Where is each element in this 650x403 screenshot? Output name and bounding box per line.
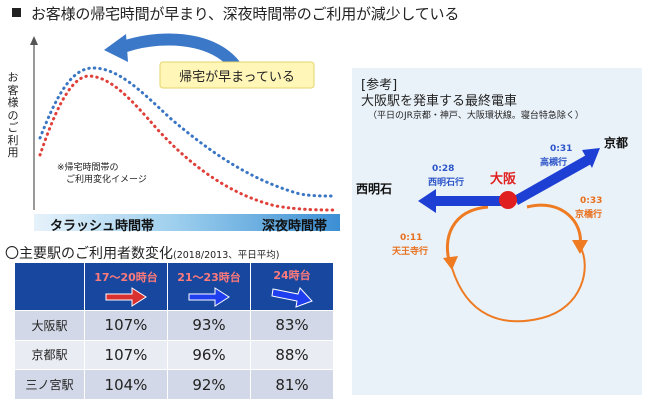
station-name: 京都駅 xyxy=(14,339,85,371)
route-diagram xyxy=(418,148,600,323)
loop-kyobashi-destination: 京橋行 xyxy=(575,210,603,220)
panel-subheading: （平日のJR京都・神戸、大阪環状線。寝台特急除く） xyxy=(368,111,584,121)
loop-kyobashi-time: 0:33 xyxy=(580,196,603,206)
y-label-char: 客 xyxy=(7,83,19,97)
table-cell: 96% xyxy=(167,339,251,371)
table-cell: 93% xyxy=(167,310,251,341)
y-label-char: 利 xyxy=(7,133,19,147)
bubble-text: 帰宅が早まっている xyxy=(179,70,295,85)
reference-label: [参考] xyxy=(361,78,398,93)
time-axis-bar xyxy=(34,214,340,231)
page-title: お客様の帰宅時間が早まり、深夜時間帯のご利用が減少している xyxy=(12,3,459,24)
station-name: 三ノ宮駅 xyxy=(14,369,85,400)
east-destination: 高槻行 xyxy=(540,158,568,168)
panel-heading: 大阪駅を発車する最終電車 xyxy=(361,94,518,109)
table-cell: 107% xyxy=(84,339,168,371)
square-bullet-icon xyxy=(12,8,21,17)
loop-tennoji-time: 0:11 xyxy=(400,233,423,243)
header-cell: 21～23時台 xyxy=(167,262,251,311)
loop-line-body xyxy=(451,245,586,323)
table-row: 三ノ宮駅 104% 92% 81% xyxy=(14,369,334,400)
east-line xyxy=(514,154,593,205)
y-label-char: ご xyxy=(7,121,19,134)
table-cell: 104% xyxy=(84,369,168,400)
west-destination: 西明石行 xyxy=(428,178,465,188)
east-time: 0:31 xyxy=(550,144,573,154)
table-cell: 83% xyxy=(250,310,334,341)
series-red-line xyxy=(38,74,338,212)
right-arrow-icon xyxy=(105,286,147,307)
last-train-panel xyxy=(352,68,642,395)
chart-y-label: お 客 様 の ご 利 用 xyxy=(6,71,20,160)
header-label: 24時台 xyxy=(273,268,311,282)
y-label-char: お xyxy=(7,71,19,84)
station-usage-table: 17～20時台 21～23時台 24時台 大阪駅 107% 93% 83% 京都… xyxy=(14,262,334,400)
section-title: 〇主要駅のご利用者数変化(2018/2013、平日平均) xyxy=(5,243,279,263)
axis-label-rush: タラッシュ時間帯 xyxy=(50,219,155,234)
west-arrowhead xyxy=(418,189,436,213)
page-title-text: お客様の帰宅時間が早まり、深夜時間帯のご利用が減少している xyxy=(31,5,460,23)
header-label: 21～23時台 xyxy=(177,270,241,284)
header-cell: 17～20時台 xyxy=(84,262,168,311)
section-subtitle: (2018/2013、平日平均) xyxy=(173,250,280,261)
y-axis-arrowhead xyxy=(30,36,38,45)
header-cell: 24時台 xyxy=(250,262,334,311)
station-name: 大阪駅 xyxy=(14,310,85,341)
table-row: 京都駅 107% 96% 88% xyxy=(14,339,334,371)
axis-label-late-night: 深夜時間帯 xyxy=(262,219,328,234)
right-arrow-icon xyxy=(188,286,230,307)
west-time: 0:28 xyxy=(432,164,455,174)
east-arrowhead xyxy=(582,148,600,168)
loop-line-tennoji xyxy=(445,205,489,265)
nishiakashi-label: 西明石 xyxy=(356,182,393,196)
loop-line-kyobashi xyxy=(526,203,582,247)
y-label-char: の xyxy=(7,108,19,122)
table-header-row: 17～20時台 21～23時台 24時台 xyxy=(14,262,334,311)
table-cell: 92% xyxy=(167,369,251,400)
west-line xyxy=(432,196,508,206)
header-blank xyxy=(14,262,85,311)
table-cell: 88% xyxy=(250,339,334,371)
table-cell: 107% xyxy=(84,310,168,341)
loop-tennoji-destination: 天王寺行 xyxy=(392,247,429,257)
section-title-text: 〇主要駅のご利用者数変化 xyxy=(5,246,173,262)
osaka-station-dot xyxy=(499,191,517,209)
series-blue-line xyxy=(38,66,334,198)
usage-change-chart xyxy=(30,33,338,212)
kyoto-label: 京都 xyxy=(604,136,629,150)
y-label-char: 様 xyxy=(7,96,19,109)
osaka-label: 大阪 xyxy=(490,172,517,187)
table-row: 大阪駅 107% 93% 83% xyxy=(14,310,334,341)
table-cell: 81% xyxy=(250,369,334,400)
header-label: 17～20時台 xyxy=(94,270,158,284)
bubble-box xyxy=(159,61,315,89)
y-label-char: 用 xyxy=(7,146,19,159)
down-right-arrow-icon xyxy=(271,286,313,308)
shift-arrow-head xyxy=(104,34,128,62)
loop-arrowhead-tennoji xyxy=(443,256,458,270)
chart-note: ※帰宅時間帯の ご利用変化イメージ xyxy=(57,163,147,185)
